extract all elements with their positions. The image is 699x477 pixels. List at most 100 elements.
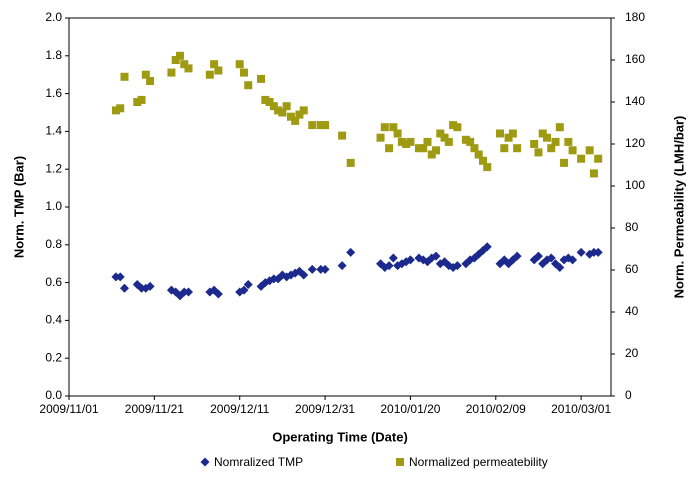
- point: [555, 262, 565, 272]
- point: [560, 158, 569, 167]
- y2-tick-label: 100: [625, 178, 645, 192]
- point: [235, 60, 244, 69]
- y2-tick-label: 140: [625, 94, 645, 108]
- point: [299, 106, 308, 115]
- y-tick-label: 1.0: [45, 199, 62, 213]
- y-tick-label: 1.2: [45, 161, 62, 175]
- point: [440, 133, 449, 142]
- y-tick-label: 0.6: [45, 275, 62, 289]
- point: [299, 270, 309, 280]
- point: [180, 60, 189, 69]
- point: [167, 68, 176, 77]
- point: [376, 133, 385, 142]
- point: [512, 251, 522, 261]
- point: [214, 66, 223, 75]
- y2-axis-title: Norm. Permeability (LMH/bar): [671, 116, 686, 299]
- point: [414, 144, 423, 153]
- point: [346, 247, 356, 257]
- legend-marker: [396, 458, 404, 466]
- y2-tick-label: 120: [625, 136, 645, 150]
- point: [119, 283, 129, 293]
- point: [389, 123, 398, 132]
- point: [474, 150, 483, 159]
- point: [133, 98, 142, 106]
- y2-tick-label: 80: [625, 220, 639, 234]
- point: [239, 285, 249, 295]
- point: [551, 137, 560, 146]
- point: [431, 251, 441, 261]
- y-tick-label: 0.0: [45, 388, 62, 402]
- point: [453, 123, 462, 132]
- point: [145, 281, 155, 291]
- point: [482, 242, 492, 252]
- point: [568, 255, 578, 265]
- legend-marker: [200, 457, 210, 467]
- point: [483, 163, 492, 172]
- point: [542, 133, 551, 142]
- point: [141, 70, 150, 79]
- point: [380, 123, 389, 132]
- point: [320, 264, 330, 274]
- point: [427, 150, 436, 159]
- point: [261, 95, 270, 104]
- y-tick-label: 2.0: [45, 10, 62, 24]
- point: [508, 129, 517, 138]
- point: [449, 121, 458, 130]
- point: [321, 121, 330, 130]
- point: [568, 146, 577, 155]
- point: [478, 156, 487, 165]
- point: [295, 110, 304, 119]
- point: [116, 104, 125, 113]
- point: [402, 140, 411, 148]
- point: [337, 261, 347, 271]
- point: [120, 72, 129, 81]
- point: [244, 81, 253, 90]
- legend-item: Nomralized TMP: [200, 455, 303, 469]
- point: [384, 261, 394, 271]
- point: [286, 112, 295, 121]
- point: [183, 287, 193, 297]
- point: [534, 148, 543, 157]
- point: [577, 154, 586, 163]
- point: [466, 137, 475, 146]
- point: [452, 261, 462, 271]
- y-tick-label: 0.2: [45, 350, 62, 364]
- point: [205, 70, 214, 79]
- point: [555, 123, 564, 132]
- point: [137, 95, 146, 104]
- point: [594, 154, 603, 163]
- point: [243, 279, 253, 289]
- x-axis-title: Operating Time (Date): [272, 429, 408, 444]
- x-tick-label: 2009/12/11: [210, 402, 269, 416]
- point: [282, 102, 291, 111]
- point: [388, 253, 398, 263]
- x-tick-label: 2010/01/20: [380, 402, 440, 416]
- point: [265, 98, 274, 106]
- y2-tick-label: 60: [625, 262, 639, 276]
- y-tick-label: 0.8: [45, 237, 62, 251]
- point: [397, 137, 406, 146]
- point: [564, 137, 573, 146]
- point: [210, 60, 219, 69]
- point: [307, 264, 317, 274]
- point: [346, 158, 355, 167]
- point: [533, 251, 543, 261]
- y2-tick-label: 160: [625, 52, 645, 66]
- point: [171, 56, 180, 64]
- x-tick-label: 2009/11/21: [125, 402, 184, 416]
- y-tick-label: 1.4: [45, 124, 62, 138]
- point: [269, 102, 278, 111]
- point: [436, 129, 445, 138]
- point: [496, 129, 505, 138]
- point: [405, 255, 415, 265]
- point: [585, 146, 594, 155]
- point: [576, 247, 586, 257]
- x-tick-label: 2009/11/01: [39, 402, 98, 416]
- point: [308, 121, 317, 130]
- point: [419, 144, 428, 153]
- point: [291, 116, 300, 125]
- point: [184, 64, 193, 73]
- point: [316, 121, 325, 130]
- point: [500, 144, 509, 153]
